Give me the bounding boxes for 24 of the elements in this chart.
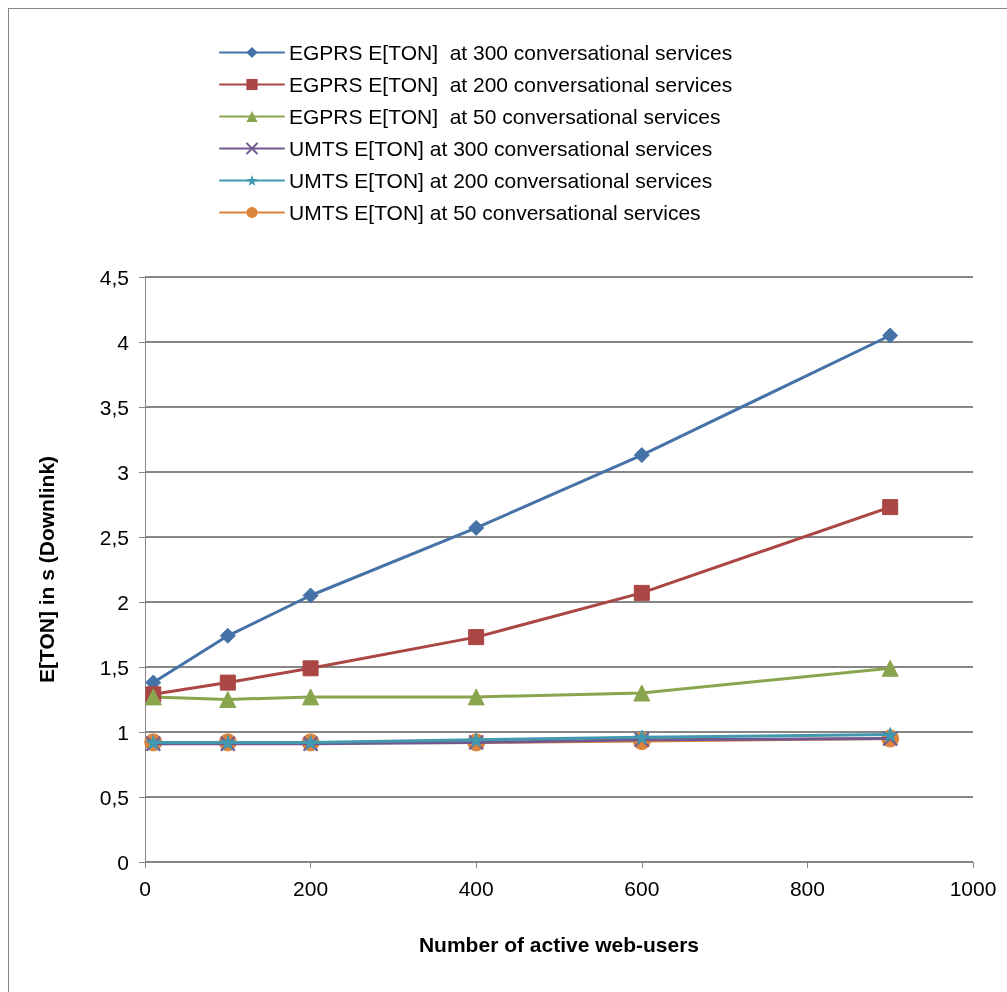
- y-axis-title: E[TON] in s (Downlink): [35, 455, 58, 684]
- y-tick-label: 1,5: [99, 655, 129, 679]
- y-tick-label: 0: [117, 850, 129, 874]
- legend-label: UMTS E[TON] at 200 conversational services: [289, 169, 713, 192]
- legend-label: UMTS E[TON] at 50 conversational services: [289, 201, 701, 224]
- y-tick-label: 2: [117, 590, 129, 614]
- x-tick-label: 200: [293, 877, 329, 900]
- x-tick-label: 0: [139, 877, 151, 900]
- legend-label: EGPRS E[TON] at 200 conversational services: [289, 73, 733, 96]
- y-tick-label: 3: [117, 460, 129, 484]
- legend-label: EGPRS E[TON] at 300 conversational services: [289, 41, 733, 64]
- legend-label: UMTS E[TON] at 300 conversational services: [289, 137, 713, 160]
- x-tick-label: 400: [458, 877, 494, 900]
- legend-label: EGPRS E[TON] at 50 conversational services: [289, 105, 721, 128]
- x-tick-label: 600: [624, 877, 660, 900]
- y-tick-label: 0,5: [99, 785, 129, 809]
- y-tick-label: 4: [117, 330, 130, 354]
- x-axis-title: Number of active web-users: [418, 933, 700, 956]
- x-tick-label: 800: [789, 877, 825, 900]
- y-tick-label: 4,5: [99, 265, 129, 289]
- y-tick-label: 3,5: [99, 395, 129, 419]
- y-tick-label: 1: [117, 720, 129, 744]
- y-tick-label: 2,5: [99, 525, 129, 549]
- x-tick-label: 1000: [949, 877, 997, 900]
